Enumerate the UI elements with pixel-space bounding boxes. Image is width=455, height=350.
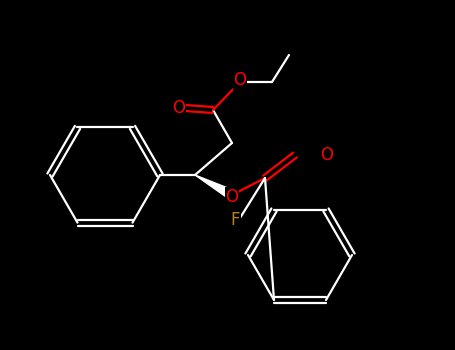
Text: O: O: [233, 71, 247, 89]
Text: F: F: [230, 211, 240, 229]
Polygon shape: [195, 175, 234, 199]
Text: O: O: [226, 188, 238, 206]
Text: O: O: [320, 146, 334, 164]
Text: O: O: [172, 99, 186, 117]
